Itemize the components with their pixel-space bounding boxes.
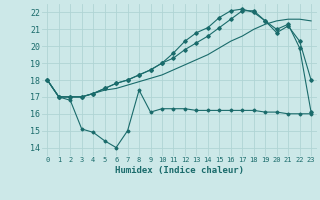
X-axis label: Humidex (Indice chaleur): Humidex (Indice chaleur) (115, 166, 244, 175)
